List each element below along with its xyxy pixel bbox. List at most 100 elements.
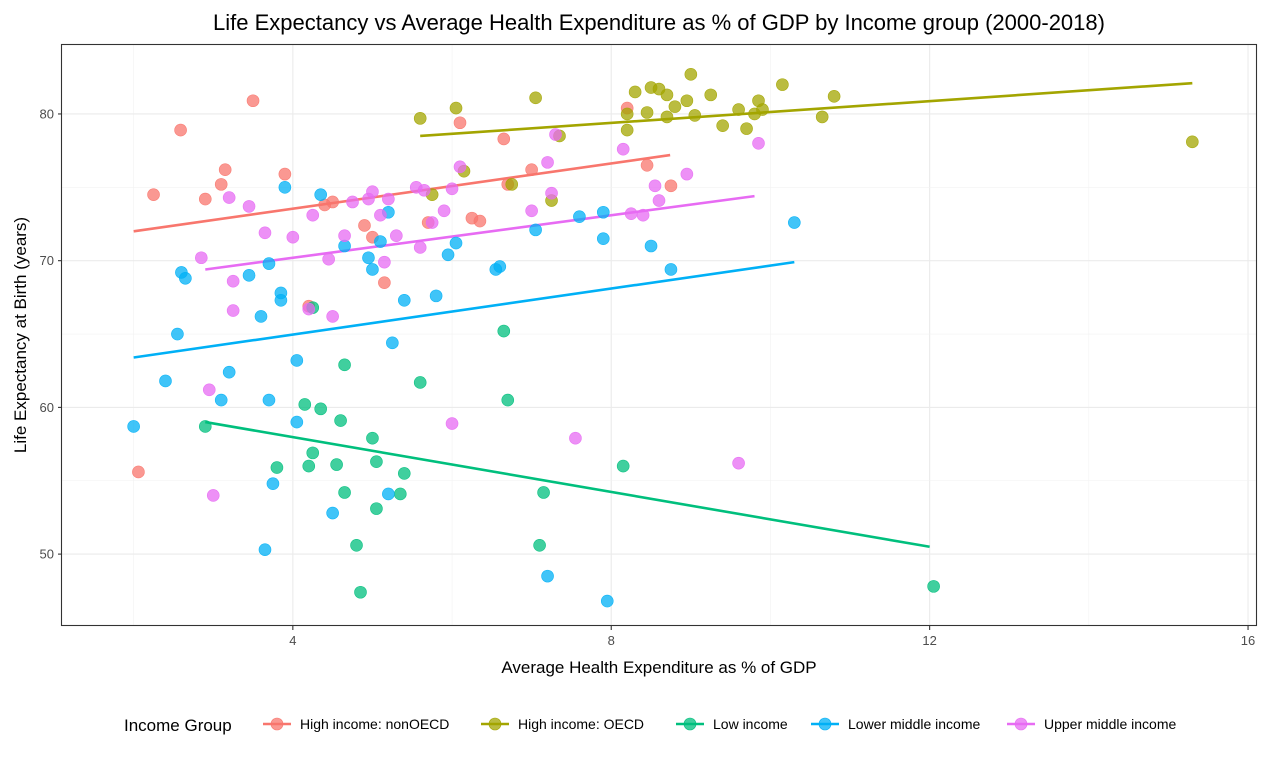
data-point	[386, 336, 399, 350]
data-point	[366, 431, 379, 445]
trend-line	[205, 420, 930, 549]
trend-line	[205, 194, 755, 271]
data-point	[214, 393, 228, 407]
data-point	[596, 205, 610, 219]
data-point	[688, 109, 702, 122]
data-point	[620, 107, 634, 121]
data-point	[338, 486, 351, 499]
data-point	[616, 142, 630, 156]
legend-label: Upper middle income	[1044, 716, 1176, 732]
data-point	[453, 116, 467, 130]
x-axis-title: Average Health Expenditure as % of GDP	[501, 658, 816, 677]
data-point	[274, 286, 288, 300]
data-point	[596, 232, 610, 245]
data-point	[198, 192, 212, 206]
data-point	[326, 195, 339, 209]
data-point	[258, 226, 272, 240]
data-point	[179, 271, 192, 285]
data-point	[732, 456, 745, 470]
data-point	[505, 178, 519, 191]
data-point	[370, 502, 383, 515]
data-point	[445, 417, 459, 430]
data-point	[752, 137, 765, 150]
trend-line	[420, 81, 1193, 138]
data-point	[127, 420, 140, 433]
data-point	[453, 160, 467, 174]
data-point	[393, 487, 407, 501]
x-tick-label: 12	[922, 633, 936, 648]
data-point	[525, 204, 538, 218]
data-point	[628, 85, 642, 99]
plot-grid	[62, 45, 1256, 626]
data-point	[815, 110, 829, 124]
data-point	[132, 465, 145, 479]
legend: Income Group High income: nonOECD High in…	[124, 716, 1176, 735]
data-point	[298, 398, 312, 411]
data-point	[537, 486, 550, 499]
data-point	[214, 178, 228, 191]
data-point	[397, 467, 411, 480]
data-point	[664, 263, 678, 276]
y-axis-ticks: 50 60 70 80	[40, 106, 62, 562]
data-point	[660, 88, 674, 102]
legend-title: Income Group	[124, 716, 232, 735]
data-point	[640, 106, 654, 119]
y-tick-label: 60	[40, 400, 54, 415]
legend-label: Low income	[713, 716, 788, 732]
data-point	[397, 293, 411, 307]
data-point	[644, 239, 658, 253]
data-point	[600, 594, 614, 608]
data-point	[417, 183, 431, 197]
data-point	[258, 543, 272, 557]
data-point	[573, 210, 586, 223]
data-point	[668, 100, 682, 113]
data-point	[222, 365, 236, 379]
legend-key	[481, 717, 509, 731]
y-tick-label: 50	[40, 547, 54, 562]
data-point	[306, 208, 320, 222]
data-point	[545, 186, 558, 200]
data-point	[362, 251, 375, 265]
data-point	[302, 302, 316, 316]
legend-key	[263, 717, 291, 731]
data-point	[334, 414, 347, 427]
data-point	[624, 207, 638, 221]
data-point	[374, 235, 387, 248]
chart-title: Life Expectancy vs Average Health Expend…	[213, 10, 1105, 35]
data-point	[429, 289, 443, 303]
data-point	[640, 159, 654, 172]
data-point	[366, 263, 379, 276]
data-point	[222, 191, 236, 204]
data-point	[246, 94, 260, 108]
data-point	[326, 310, 339, 323]
data-point	[378, 276, 391, 289]
data-point	[330, 458, 343, 471]
data-point	[493, 260, 507, 273]
data-point	[541, 156, 554, 169]
legend-label: High income: OECD	[518, 716, 644, 732]
x-tick-label: 8	[608, 633, 615, 648]
data-point	[242, 200, 256, 213]
data-point	[382, 487, 395, 501]
data-point	[195, 251, 208, 265]
data-point	[226, 274, 240, 288]
data-point	[413, 376, 427, 389]
data-point	[776, 78, 789, 91]
data-point	[378, 255, 391, 269]
data-point	[660, 110, 674, 124]
data-point	[425, 216, 439, 229]
data-point	[366, 185, 379, 199]
data-point	[704, 88, 718, 102]
data-point	[827, 90, 841, 103]
data-point	[732, 103, 745, 116]
data-point	[358, 219, 371, 232]
data-point	[680, 167, 694, 181]
trend-line	[133, 153, 671, 233]
data-point	[620, 123, 634, 137]
legend-label: High income: nonOECD	[300, 716, 449, 732]
legend-key	[811, 717, 839, 731]
data-point	[648, 179, 662, 193]
data-point	[314, 402, 328, 416]
data-point	[278, 181, 292, 194]
data-point	[262, 393, 276, 407]
